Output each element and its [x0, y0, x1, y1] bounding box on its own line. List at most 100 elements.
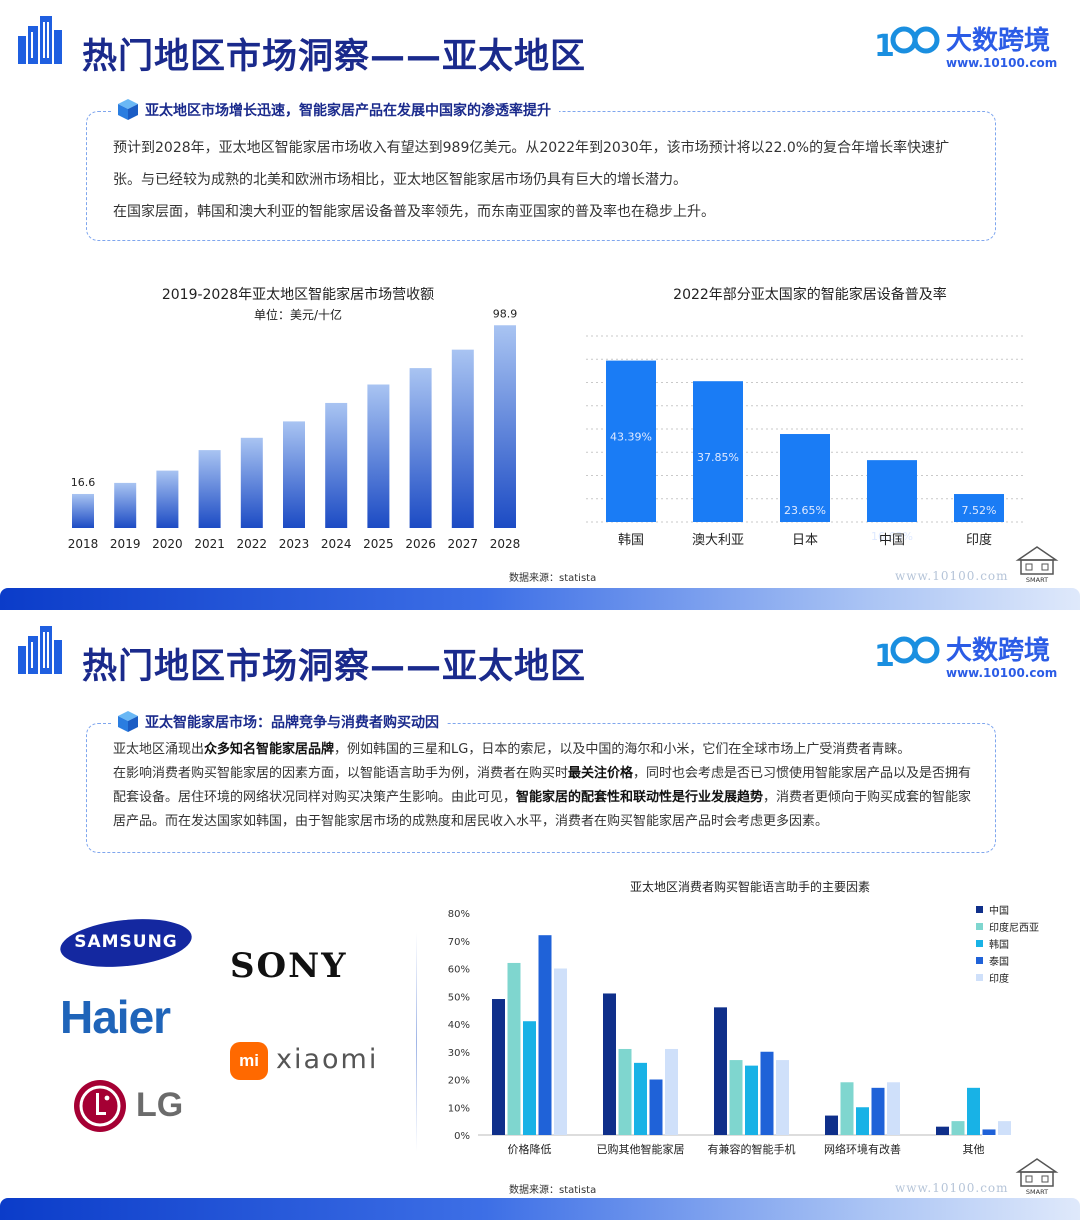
- legend-swatch: [976, 940, 983, 947]
- x-tick-label: 2020: [152, 537, 183, 551]
- x-tick-label: 2021: [194, 537, 225, 551]
- info-box: 亚太智能家居市场：品牌竞争与消费者购买动因 亚太地区涌现出众多知名智能家居品牌，…: [86, 711, 996, 853]
- chart-title: 2019-2028年亚太地区智能家居市场营收额: [161, 287, 435, 303]
- penetration-bar-chart: 43.39% 韩国 37.85% 澳大利亚 23.65% 日本 16.63%中国 7.52% 印…: [586, 335, 1026, 548]
- y-tick-label: 10%: [448, 1103, 470, 1114]
- bar: [780, 434, 830, 522]
- legend-item: 泰国: [976, 952, 1039, 969]
- bar: [72, 493, 94, 528]
- brand-logo: 1 大数跨境 www.10100.com: [874, 628, 1064, 684]
- x-tick-label: 有兼容的智能手机: [708, 1142, 796, 1156]
- smart-label: SMART: [1026, 576, 1048, 584]
- info-paragraph: 亚太地区涌现出众多知名智能家居品牌，例如韩国的三星和LG，日本的索尼，以及中国的…: [113, 738, 975, 762]
- bar: [240, 437, 263, 528]
- xiaomi-logo: xiaomi: [276, 1044, 379, 1075]
- sony-logo: SONY: [230, 946, 348, 986]
- x-tick-label: 2019: [110, 537, 141, 551]
- bar: [554, 968, 567, 1135]
- data-source: 数据来源：statista: [509, 1185, 597, 1196]
- info-heading: 亚太地区市场增长迅速，智能家居产品在发展中国家的渗透率提升: [111, 99, 559, 120]
- info-heading: 亚太智能家居市场：品牌竞争与消费者购买动因: [111, 711, 447, 732]
- x-tick-label: 2018: [68, 537, 99, 551]
- bar: [156, 470, 179, 528]
- bar: [954, 494, 1004, 522]
- x-tick-label: 中国: [879, 533, 905, 548]
- bar: [494, 325, 516, 528]
- smart-label: SMART: [1026, 1188, 1048, 1196]
- footer-bar: [0, 1198, 1080, 1220]
- cube-icon: [118, 711, 138, 732]
- legend-swatch: [976, 974, 983, 981]
- info-body: 亚太地区涌现出众多知名智能家居品牌，例如韩国的三星和LG，日本的索尼，以及中国的…: [113, 738, 975, 834]
- data-label: 43.39%: [610, 431, 652, 444]
- bar: [856, 1107, 869, 1135]
- slide-1: 热门地区市场洞察——亚太地区 1 大数跨境 www.10100.com 亚太地区…: [0, 16, 1080, 610]
- lg-logo-icon: [74, 1080, 126, 1132]
- info-text: ，消费者更倾向于购买成套的智能家居产品。而在发达国家如韩国，由于智能家居市场的成…: [113, 790, 972, 829]
- x-tick-label: 日本: [792, 533, 818, 548]
- bar: [606, 360, 656, 522]
- x-tick-label: 澳大利亚: [692, 532, 744, 548]
- bar: [114, 482, 137, 528]
- brand-url: www.10100.com: [946, 666, 1058, 680]
- info-text: 在影响消费者购买智能家居的因素方面，以智能语言助手为例，消费者在购买时: [113, 766, 569, 781]
- legend-label: 印度: [989, 974, 1009, 985]
- y-tick-label: 60%: [448, 965, 470, 976]
- brand-name: 大数跨境: [946, 26, 1051, 56]
- svg-text:1: 1: [874, 29, 895, 64]
- cube-icon: [118, 99, 138, 120]
- chart-subtitle: 单位：美元/十亿: [253, 308, 343, 322]
- bar: [760, 1051, 774, 1135]
- legend-label: 泰国: [989, 957, 1009, 968]
- legend-swatch: [976, 906, 983, 913]
- data-label: 37.85%: [697, 451, 739, 464]
- info-text: ，同时也会考虑是否已习惯使用智能家居产品以及是否拥有配套设备。居住环境的网络状况…: [113, 766, 972, 805]
- slide-2: 热门地区市场洞察——亚太地区 1 大数跨境 www.10100.com 亚太智能…: [0, 610, 1080, 1220]
- data-label: 16.6: [71, 476, 96, 489]
- bar: [936, 1126, 949, 1135]
- legend-item: 印度尼西亚: [976, 918, 1039, 935]
- info-paragraph: 预计到2028年，亚太地区智能家居市场收入有望达到989亿美元。从2022年到2…: [113, 140, 950, 188]
- legend-swatch: [976, 957, 983, 964]
- bar: [665, 1048, 678, 1135]
- x-tick-label: 其他: [963, 1143, 985, 1156]
- bar: [618, 1048, 632, 1135]
- building-logo-icon: [18, 16, 62, 64]
- bar: [951, 1121, 965, 1135]
- bar: [967, 1087, 980, 1135]
- x-tick-label: 网络环境有改善: [824, 1142, 901, 1156]
- bar: [776, 1060, 789, 1135]
- chart-title: 亚太地区消费者购买智能语言助手的主要因素: [629, 880, 870, 894]
- legend-swatch: [976, 923, 983, 930]
- info-text: 亚太地区涌现出: [113, 742, 205, 757]
- brand-logo: 1 大数跨境 www.10100.com: [874, 18, 1064, 74]
- bar: [693, 381, 743, 522]
- x-tick-label: 2028: [490, 537, 521, 551]
- bar: [867, 460, 917, 522]
- bar: [840, 1082, 854, 1135]
- chart-title: 2022年部分亚太国家的智能家居设备普及率: [673, 287, 947, 303]
- data-label: 23.65%: [784, 504, 826, 517]
- divider: [416, 932, 417, 1152]
- bar: [198, 450, 221, 528]
- bar: [538, 935, 552, 1135]
- bar: [871, 1087, 885, 1135]
- x-tick-label: 2026: [405, 537, 436, 551]
- data-label: 7.52%: [962, 504, 997, 517]
- bar: [451, 349, 474, 528]
- bar: [745, 1065, 758, 1135]
- info-paragraph: 在国家层面，韩国和澳大利亚的智能家居设备普及率领先，而东南亚国家的普及率也在稳步…: [113, 204, 715, 220]
- info-heading-text: 亚太地区市场增长迅速，智能家居产品在发展中国家的渗透率提升: [145, 103, 551, 119]
- bar: [507, 962, 521, 1135]
- data-label: 16.63%: [871, 530, 913, 543]
- revenue-bar-chart: 2018 16.6 2019 2020 2021 2022 2023 2024 2025 2026…: [68, 307, 521, 551]
- footer-bar: [0, 588, 1080, 610]
- bar: [603, 993, 616, 1135]
- x-tick-label: 价格降低: [508, 1142, 552, 1156]
- samsung-logo-text: SAMSUNG: [74, 932, 178, 952]
- legend-label: 韩国: [989, 940, 1009, 951]
- x-tick-label: 韩国: [618, 533, 644, 548]
- haier-logo: Haier: [60, 991, 171, 1043]
- info-body: 预计到2028年，亚太地区智能家居市场收入有望达到989亿美元。从2022年到2…: [113, 132, 975, 228]
- legend-label: 印度尼西亚: [989, 923, 1039, 934]
